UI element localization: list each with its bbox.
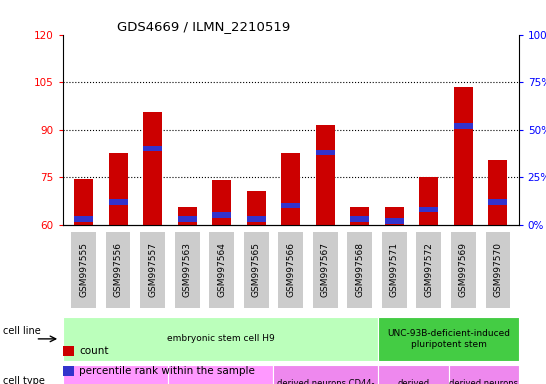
Text: GSM997571: GSM997571 [390, 242, 399, 297]
Text: GSM997570: GSM997570 [494, 242, 502, 297]
Bar [281, 153, 300, 225]
Text: cell type: cell type [3, 376, 45, 384]
Bar [489, 160, 507, 225]
Text: GDS4669 / ILMN_2210519: GDS4669 / ILMN_2210519 [117, 20, 291, 33]
Bar [385, 218, 404, 224]
Text: GSM997564: GSM997564 [217, 242, 226, 297]
Text: GSM997563: GSM997563 [182, 242, 192, 297]
FancyBboxPatch shape [347, 232, 372, 308]
Bar [454, 123, 473, 129]
FancyBboxPatch shape [485, 232, 511, 308]
Bar [489, 199, 507, 205]
Text: derived neurons
CD44- EGFR-: derived neurons CD44- EGFR- [449, 379, 518, 384]
Text: GSM997557: GSM997557 [148, 242, 157, 297]
Bar [63, 346, 74, 356]
Text: GSM997567: GSM997567 [321, 242, 330, 297]
Text: derived neurons CD44-
EGFR-: derived neurons CD44- EGFR- [277, 379, 375, 384]
FancyBboxPatch shape [417, 232, 441, 308]
Bar [177, 216, 197, 222]
Bar [109, 153, 128, 225]
Text: derived
astrocytes: derived astrocytes [391, 379, 435, 384]
Bar [74, 216, 93, 222]
Text: GSM997569: GSM997569 [459, 242, 468, 297]
Text: GSM997555: GSM997555 [79, 242, 88, 297]
Bar [454, 87, 473, 225]
Text: GSM997556: GSM997556 [114, 242, 122, 297]
Bar [385, 207, 404, 225]
Bar [419, 207, 438, 212]
Text: embryonic stem cell H9: embryonic stem cell H9 [167, 334, 275, 343]
Text: count: count [79, 346, 109, 356]
Text: GSM997565: GSM997565 [252, 242, 260, 297]
FancyBboxPatch shape [140, 232, 165, 308]
FancyBboxPatch shape [63, 317, 378, 361]
FancyBboxPatch shape [382, 232, 407, 308]
Bar [351, 216, 369, 222]
Bar [74, 179, 93, 225]
Bar [281, 203, 300, 209]
FancyBboxPatch shape [449, 365, 519, 384]
FancyBboxPatch shape [378, 365, 449, 384]
FancyBboxPatch shape [63, 365, 168, 384]
FancyBboxPatch shape [451, 232, 476, 308]
Bar [63, 366, 74, 376]
FancyBboxPatch shape [273, 365, 378, 384]
FancyBboxPatch shape [313, 232, 338, 308]
Bar [109, 199, 128, 205]
FancyBboxPatch shape [175, 232, 200, 308]
Text: percentile rank within the sample: percentile rank within the sample [79, 366, 255, 376]
Bar [316, 125, 335, 225]
FancyBboxPatch shape [71, 232, 96, 308]
Bar [143, 146, 162, 151]
FancyBboxPatch shape [168, 365, 273, 384]
FancyBboxPatch shape [278, 232, 303, 308]
Bar [316, 149, 335, 155]
Text: GSM997566: GSM997566 [286, 242, 295, 297]
FancyBboxPatch shape [244, 232, 269, 308]
FancyBboxPatch shape [378, 317, 519, 361]
Bar [143, 112, 162, 225]
Bar [247, 216, 266, 222]
Text: GSM997572: GSM997572 [424, 242, 434, 297]
Bar [351, 207, 369, 225]
Text: UNC-93B-deficient-induced
pluripotent stem: UNC-93B-deficient-induced pluripotent st… [387, 329, 510, 349]
Text: GSM997568: GSM997568 [355, 242, 364, 297]
Bar [212, 212, 231, 218]
Bar [419, 177, 438, 225]
Bar [247, 191, 266, 225]
Bar [212, 180, 231, 225]
Bar [177, 207, 197, 225]
FancyBboxPatch shape [209, 232, 234, 308]
FancyBboxPatch shape [105, 232, 130, 308]
Text: cell line: cell line [3, 326, 40, 336]
